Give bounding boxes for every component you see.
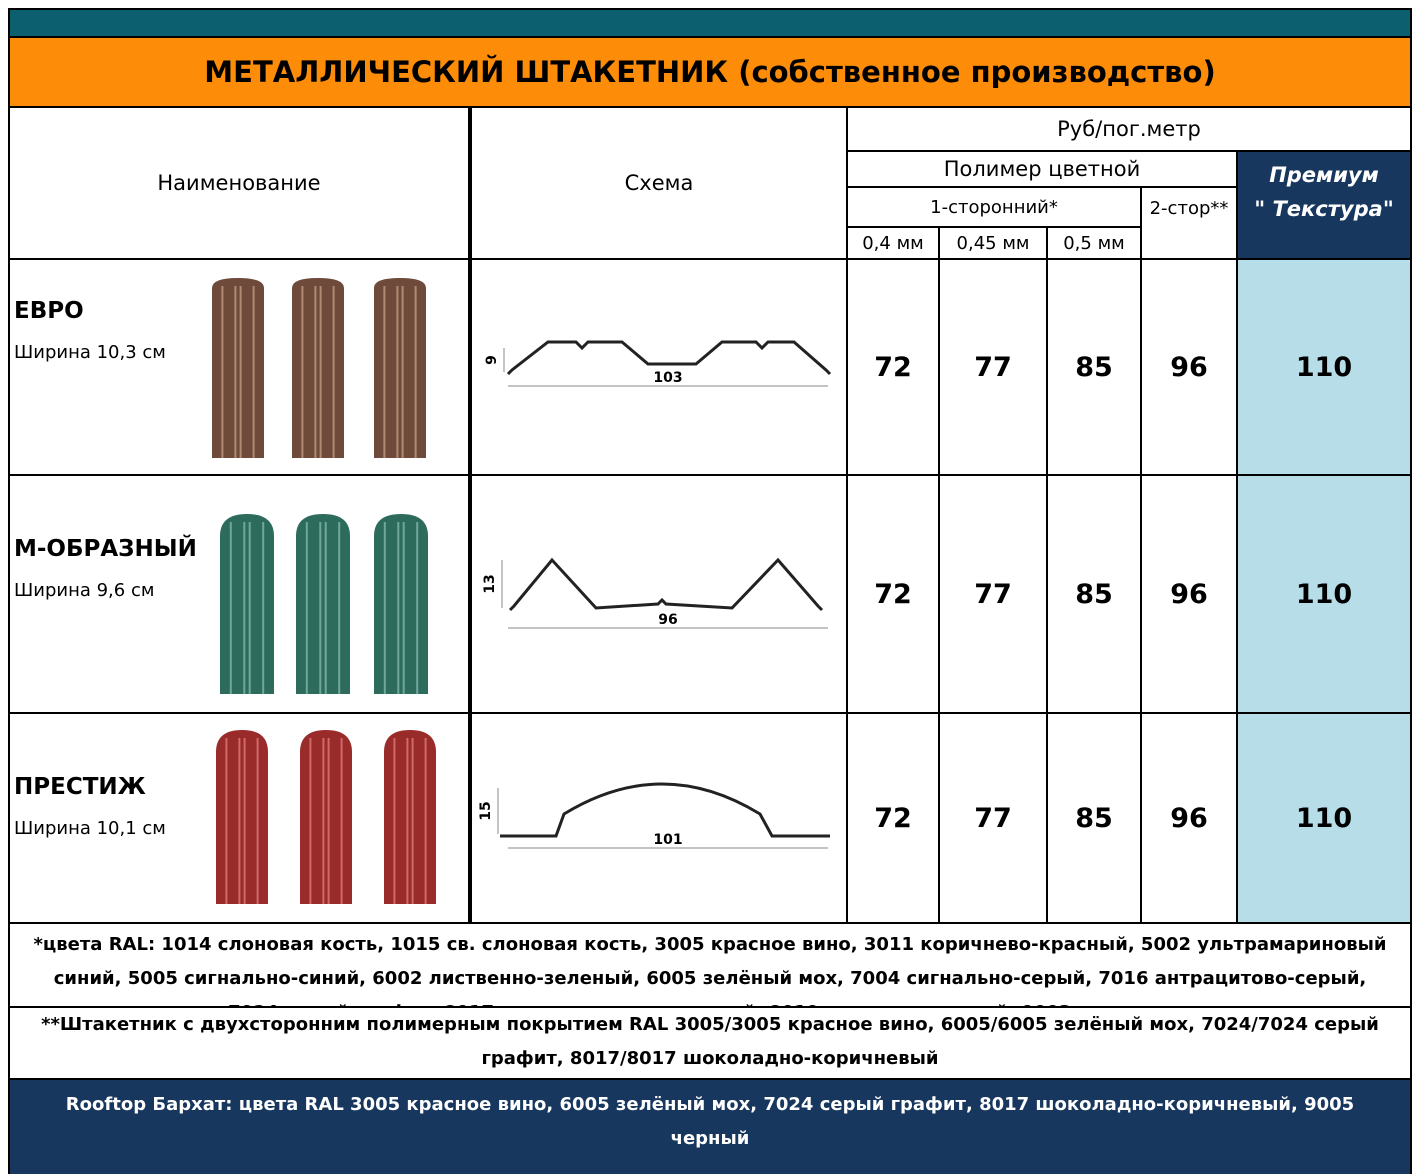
scheme-cell: 96 13 xyxy=(472,476,846,712)
picket xyxy=(384,730,436,904)
product-image xyxy=(10,260,468,474)
price: 110 xyxy=(1238,714,1410,922)
price: 110 xyxy=(1238,260,1410,474)
picket xyxy=(374,278,426,458)
price: 96 xyxy=(1142,260,1236,474)
price: 77 xyxy=(940,714,1046,922)
premium: Премиум " Текстура" xyxy=(1238,152,1410,258)
scheme: 101 15 xyxy=(472,714,846,922)
price: 85 xyxy=(1048,714,1140,922)
picket xyxy=(220,514,274,694)
price: 72 xyxy=(848,714,938,922)
price: 72 xyxy=(848,476,938,712)
premium-line: " Текстура" xyxy=(1254,192,1394,226)
unit: Руб/пог.метр xyxy=(848,108,1410,150)
scheme-height: 9 xyxy=(484,355,500,365)
product-image xyxy=(10,714,468,922)
scheme-height: 15 xyxy=(478,801,494,820)
scheme-width: 103 xyxy=(653,370,682,386)
profile xyxy=(500,784,830,836)
price: 85 xyxy=(1048,476,1140,712)
scheme-cell: 101 15 xyxy=(472,714,846,922)
two-side: 2-стор** xyxy=(1142,188,1236,258)
footnote: **Штакетник с двухсторонним полимерным п… xyxy=(10,1008,1410,1078)
price: 85 xyxy=(1048,260,1140,474)
thickness: 0,5 мм xyxy=(1048,228,1140,258)
price: 96 xyxy=(1142,476,1236,712)
footnote: *цвета RAL: 1014 слоновая кость, 1015 св… xyxy=(10,924,1410,1006)
thickness: 0,45 мм xyxy=(940,228,1046,258)
col-name: Наименование xyxy=(10,108,468,258)
col-scheme: Схема xyxy=(472,108,846,258)
polymer: Полимер цветной xyxy=(848,152,1236,186)
price: 77 xyxy=(940,260,1046,474)
picket xyxy=(374,514,428,694)
profile xyxy=(510,560,822,610)
picket xyxy=(300,730,352,904)
scheme: 96 13 xyxy=(472,476,846,712)
scheme-width: 101 xyxy=(653,832,682,848)
product-image xyxy=(10,476,468,712)
picket xyxy=(296,514,350,694)
thickness: 0,4 мм xyxy=(848,228,938,258)
price: 77 xyxy=(940,476,1046,712)
premium-line: Премиум xyxy=(1269,158,1379,192)
one-side: 1-сторонний* xyxy=(848,188,1140,226)
picket xyxy=(216,730,268,904)
scheme: 103 9 xyxy=(472,260,846,474)
price: 110 xyxy=(1238,476,1410,712)
price: 96 xyxy=(1142,714,1236,922)
picket xyxy=(212,278,264,458)
footer: Rooftop Бархат: цвета RAL 3005 красное в… xyxy=(10,1080,1410,1174)
scheme-cell: 103 9 xyxy=(472,260,846,474)
scheme-height: 13 xyxy=(482,574,498,593)
picket xyxy=(292,278,344,458)
top-bar xyxy=(10,10,1410,36)
scheme-width: 96 xyxy=(658,612,677,628)
page: МЕТАЛЛИЧЕСКИЙ ШТАКЕТНИК (собственное про… xyxy=(0,0,1418,1174)
price: 72 xyxy=(848,260,938,474)
title: МЕТАЛЛИЧЕСКИЙ ШТАКЕТНИК (собственное про… xyxy=(10,38,1410,106)
